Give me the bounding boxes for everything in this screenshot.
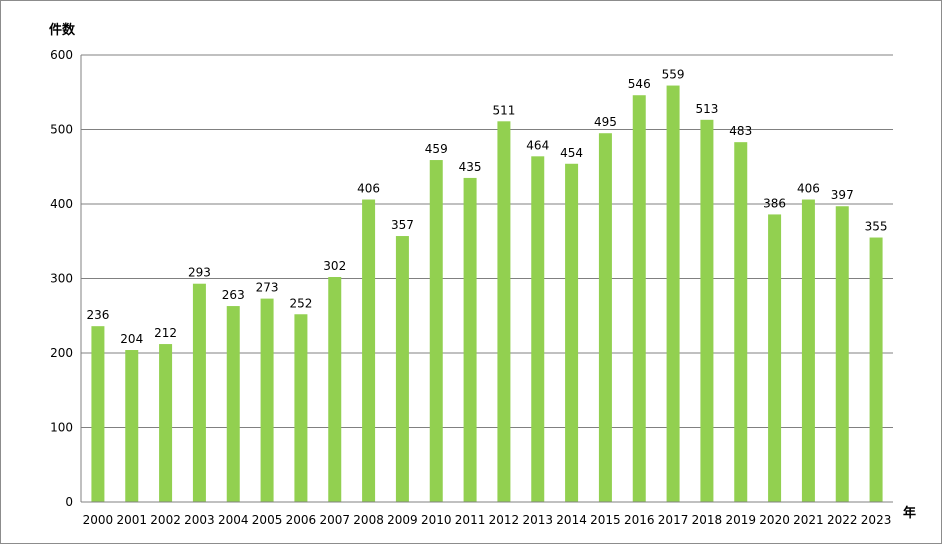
y-axis-title: 件数 xyxy=(49,22,76,38)
data-label: 252 xyxy=(289,296,312,310)
data-label: 273 xyxy=(256,281,279,295)
data-label: 212 xyxy=(154,326,177,340)
x-tick-label: 2023 xyxy=(861,513,892,527)
bar-2007 xyxy=(328,277,342,502)
x-tick-label: 2000 xyxy=(83,513,114,527)
x-tick-label: 2003 xyxy=(184,513,215,527)
x-tick-label: 2017 xyxy=(658,513,689,527)
bar-2004 xyxy=(226,306,240,502)
data-label: 464 xyxy=(526,138,549,152)
y-tick-label: 0 xyxy=(65,495,73,509)
bar-2020 xyxy=(768,214,782,502)
x-tick-label: 2019 xyxy=(725,513,756,527)
data-label: 546 xyxy=(628,77,651,91)
data-label: 459 xyxy=(425,142,448,156)
bar-2006 xyxy=(294,314,308,502)
x-tick-label: 2021 xyxy=(793,513,824,527)
bar-2002 xyxy=(159,344,173,502)
bar-2011 xyxy=(463,177,477,503)
x-tick-label: 2016 xyxy=(624,513,655,527)
x-tick-label: 2006 xyxy=(286,513,317,527)
data-label: 483 xyxy=(729,124,752,138)
x-tick-label: 2013 xyxy=(522,513,553,527)
x-tick-label: 2014 xyxy=(556,513,587,527)
data-label: 386 xyxy=(763,196,786,210)
bar-2000 xyxy=(91,326,105,502)
y-tick-label: 300 xyxy=(50,272,73,286)
x-tick-label: 2012 xyxy=(489,513,520,527)
data-label: 204 xyxy=(120,332,143,346)
x-tick-label: 2015 xyxy=(590,513,621,527)
bar-2012 xyxy=(497,121,511,503)
bar-2009 xyxy=(395,236,409,502)
x-tick-label: 2010 xyxy=(421,513,452,527)
y-tick-label: 100 xyxy=(50,421,73,435)
bar-2013 xyxy=(531,156,545,502)
bar-2015 xyxy=(598,133,612,502)
bar-2016 xyxy=(632,95,646,502)
bar-2005 xyxy=(260,298,274,502)
data-label: 406 xyxy=(357,182,380,196)
data-label: 355 xyxy=(865,220,888,234)
data-label: 435 xyxy=(459,160,482,174)
x-tick-label: 2001 xyxy=(116,513,147,527)
bar-2008 xyxy=(362,199,376,502)
data-label: 454 xyxy=(560,146,583,160)
data-label: 495 xyxy=(594,115,617,129)
data-label: 511 xyxy=(492,103,515,117)
x-tick-label: 2005 xyxy=(252,513,283,527)
bar-2003 xyxy=(192,283,206,502)
bar-2022 xyxy=(835,206,849,503)
x-tick-label: 2020 xyxy=(759,513,790,527)
bars xyxy=(91,85,883,503)
data-label: 302 xyxy=(323,259,346,273)
x-tick-label: 2009 xyxy=(387,513,418,527)
data-label: 236 xyxy=(86,308,109,322)
data-label: 397 xyxy=(831,188,854,202)
data-label: 513 xyxy=(695,102,718,116)
data-labels: 236 204 212 293 263 273 252 302 406 357 459 435 511 4… xyxy=(86,68,887,346)
data-label: 263 xyxy=(222,288,245,302)
data-label: 293 xyxy=(188,266,211,280)
bar-2014 xyxy=(565,163,579,502)
x-tick-label: 2002 xyxy=(150,513,181,527)
x-tick-label: 2007 xyxy=(319,513,350,527)
bar-2023 xyxy=(869,237,883,502)
x-tick-label: 2004 xyxy=(218,513,249,527)
data-label: 406 xyxy=(797,182,820,196)
data-label: 357 xyxy=(391,218,414,232)
bar-2001 xyxy=(125,350,139,502)
x-tick-label: 2018 xyxy=(692,513,723,527)
y-tick-label: 400 xyxy=(50,197,73,211)
bar-2021 xyxy=(801,199,815,502)
y-tick-label: 200 xyxy=(50,346,73,360)
bar-2010 xyxy=(429,160,443,503)
gridlines xyxy=(81,54,893,428)
x-tick-label: 2011 xyxy=(455,513,486,527)
bar-2017 xyxy=(666,85,680,503)
bar-2019 xyxy=(734,142,748,503)
bar-2018 xyxy=(700,119,714,502)
x-axis-title: 年 xyxy=(903,505,916,521)
y-tick-label: 600 xyxy=(50,48,73,62)
y-tick-label: 500 xyxy=(50,123,73,137)
data-label: 559 xyxy=(662,68,685,82)
x-tick-label: 2008 xyxy=(353,513,384,527)
x-tick-label: 2022 xyxy=(827,513,858,527)
